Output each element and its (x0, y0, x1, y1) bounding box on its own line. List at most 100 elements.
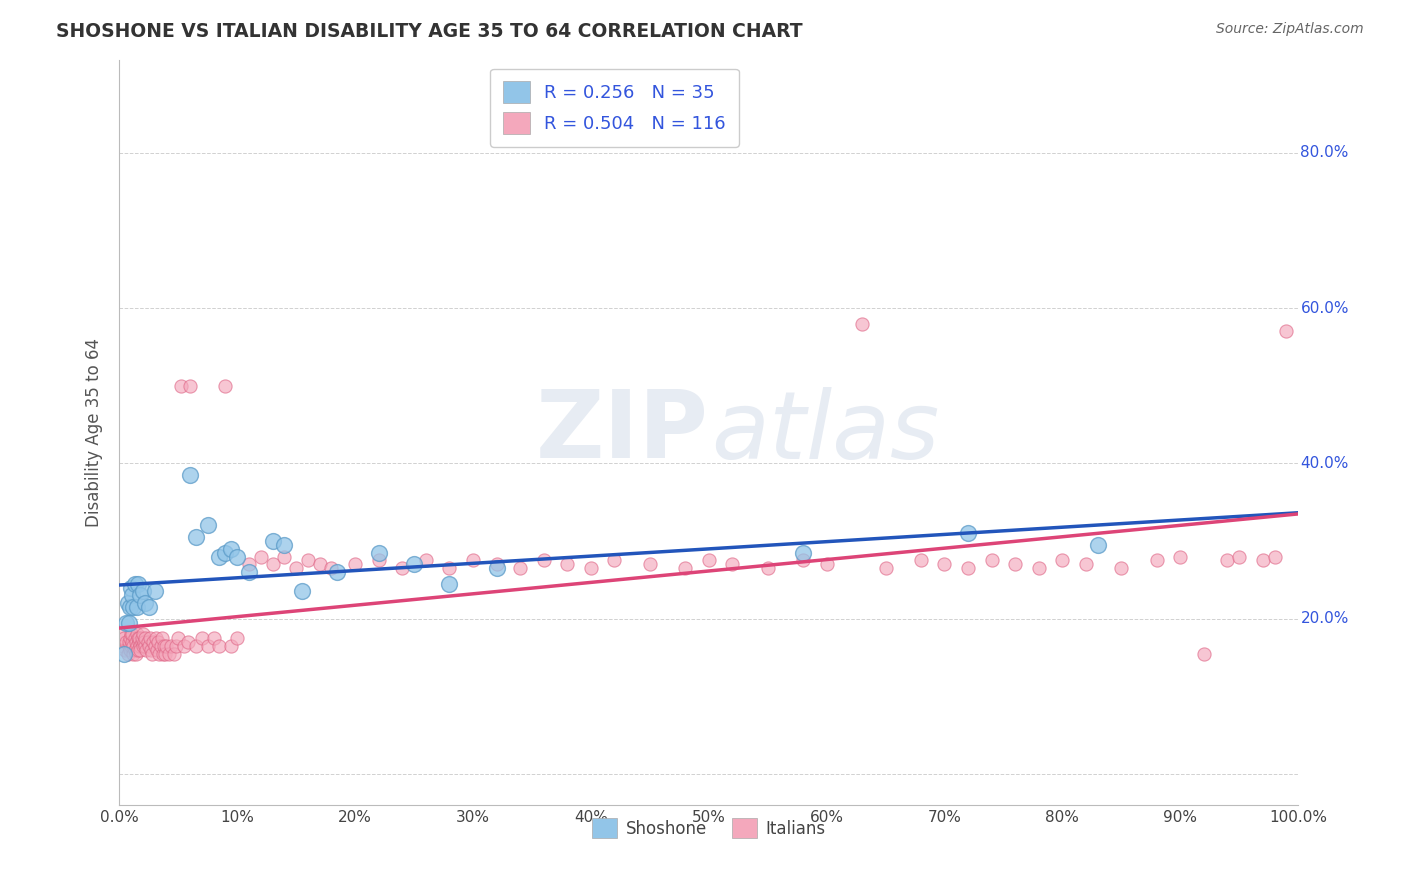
Point (124, 576, 146, 591)
Point (146, 635, 169, 649)
Point (118, 635, 141, 649)
Point (146, 642, 169, 657)
Text: ZIP: ZIP (536, 386, 709, 478)
Point (118, 600, 141, 615)
Point (114, 642, 136, 657)
Point (179, 468, 201, 483)
Point (792, 553, 814, 567)
Point (129, 639, 152, 653)
Point (555, 558, 578, 572)
Point (125, 635, 148, 649)
Point (439, 576, 461, 591)
Point (125, 627, 148, 641)
Point (815, 558, 838, 572)
Point (219, 541, 242, 556)
Point (461, 553, 484, 567)
Point (115, 635, 138, 649)
Point (165, 639, 187, 653)
Point (120, 639, 142, 653)
Point (509, 561, 531, 575)
Point (721, 558, 744, 572)
Point (132, 584, 155, 599)
Point (129, 588, 152, 602)
Point (121, 635, 143, 649)
Point (202, 631, 225, 645)
Point (145, 631, 167, 645)
Point (291, 584, 314, 599)
Point (112, 631, 135, 645)
Point (131, 631, 153, 645)
Point (402, 558, 425, 572)
Point (1251, 553, 1274, 567)
Point (579, 561, 602, 575)
Point (756, 561, 779, 575)
Point (153, 639, 176, 653)
Point (112, 647, 135, 661)
Point (273, 549, 295, 564)
Point (152, 647, 174, 661)
Text: 60.0%: 60.0% (1301, 301, 1348, 316)
Point (173, 639, 195, 653)
Point (117, 596, 139, 610)
Point (125, 600, 148, 615)
Point (141, 647, 163, 661)
Point (638, 558, 661, 572)
Point (875, 561, 897, 575)
Point (1216, 553, 1239, 567)
Point (120, 581, 142, 595)
Point (134, 639, 156, 653)
Point (226, 549, 249, 564)
Point (1074, 558, 1097, 572)
Point (238, 565, 260, 579)
Point (125, 639, 148, 653)
Point (127, 642, 149, 657)
Point (118, 639, 141, 653)
Point (1028, 561, 1050, 575)
Point (851, 317, 873, 331)
Point (124, 631, 146, 645)
Point (273, 538, 295, 552)
Point (262, 534, 284, 549)
Point (169, 378, 191, 392)
Point (285, 561, 308, 575)
Point (138, 600, 160, 615)
Point (136, 635, 159, 649)
Point (117, 647, 139, 661)
Point (160, 639, 183, 653)
Point (129, 642, 152, 657)
Point (344, 558, 367, 572)
Point (122, 647, 145, 661)
Point (127, 576, 149, 591)
Point (184, 530, 207, 544)
Point (115, 615, 138, 630)
Point (219, 639, 242, 653)
Point (197, 639, 219, 653)
Point (184, 639, 207, 653)
Point (138, 639, 160, 653)
Point (118, 615, 141, 630)
Point (142, 635, 165, 649)
Point (262, 558, 284, 572)
Point (157, 647, 180, 661)
Point (391, 561, 413, 575)
Point (176, 635, 198, 649)
Point (111, 639, 134, 653)
Point (1111, 561, 1133, 575)
Point (197, 518, 219, 533)
Point (132, 627, 155, 641)
Point (134, 631, 156, 645)
Point (132, 639, 155, 653)
Point (297, 553, 319, 567)
Point (367, 553, 389, 567)
Point (118, 631, 141, 645)
Point (122, 600, 145, 615)
Point (135, 642, 157, 657)
Point (1192, 647, 1215, 661)
Point (155, 639, 177, 653)
Point (485, 558, 508, 572)
Point (485, 561, 508, 575)
Text: 80.0%: 80.0% (1301, 145, 1348, 161)
Point (208, 549, 231, 564)
Point (308, 558, 330, 572)
Point (214, 546, 236, 560)
